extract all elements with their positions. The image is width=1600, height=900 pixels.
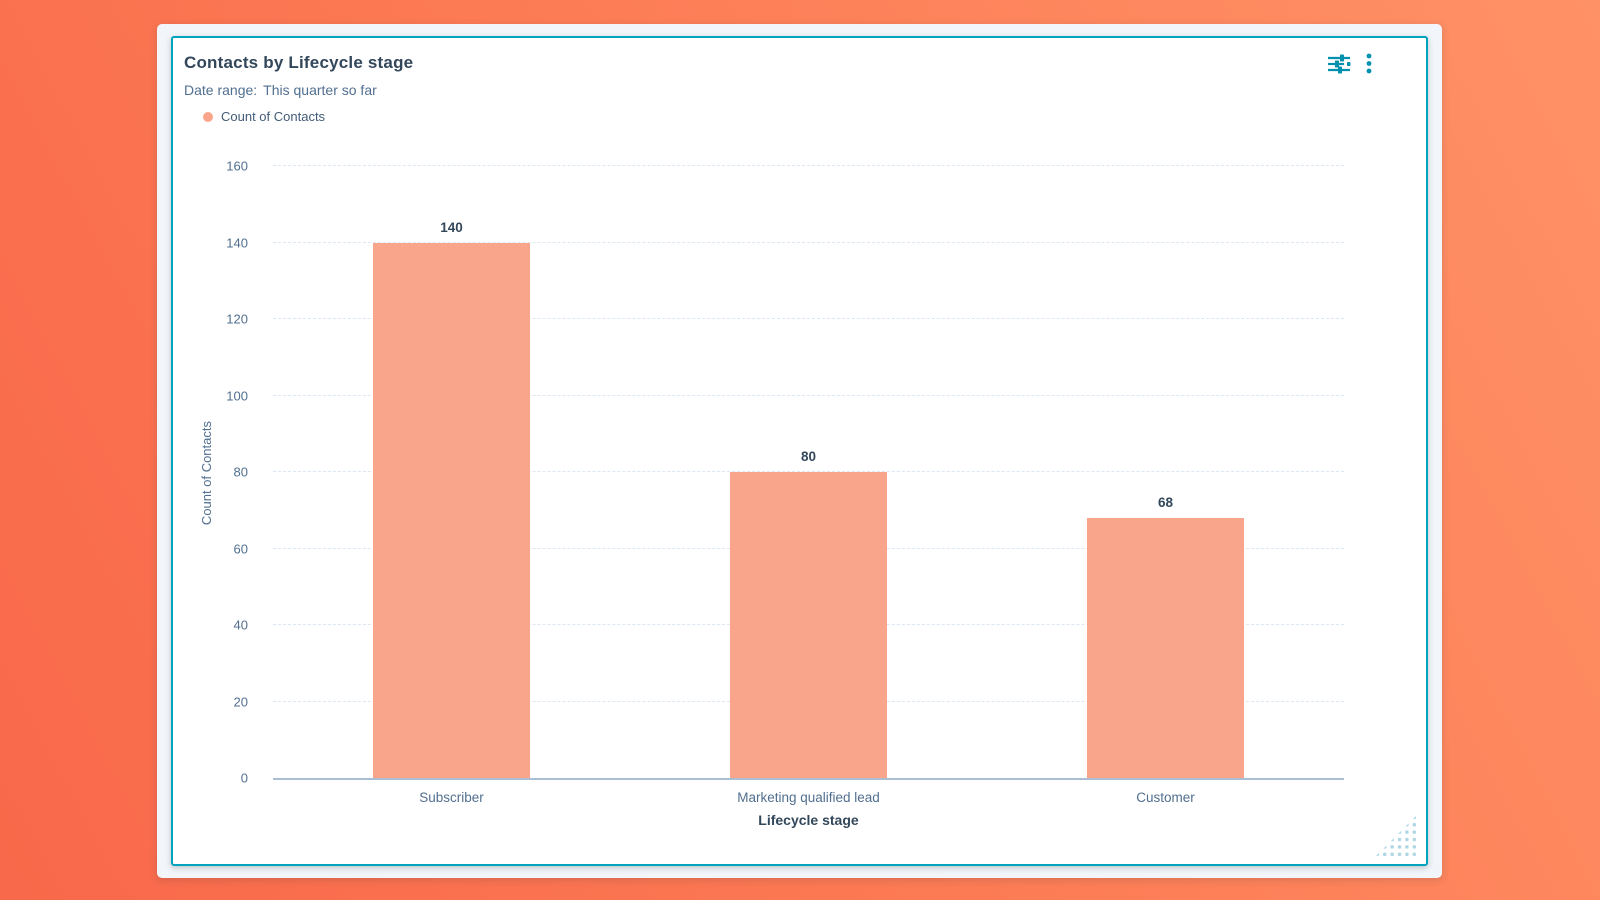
gridline: [273, 241, 1344, 243]
bar-value-label: 68: [1157, 494, 1174, 510]
y-axis-tick-label: 100: [226, 388, 248, 403]
gridline: [273, 394, 1344, 396]
date-range-value: This quarter so far: [263, 82, 377, 98]
kebab-menu-icon: [1366, 53, 1372, 77]
chart-legend[interactable]: Count of Contacts: [203, 109, 325, 124]
bar-value-label: 140: [440, 219, 463, 235]
y-axis-tick-label: 80: [233, 464, 248, 480]
date-range: Date range: This quarter so far: [184, 82, 413, 98]
x-axis-title: Lifecycle stage: [758, 812, 859, 828]
gridline: [273, 471, 1344, 472]
report-actions: [1327, 53, 1372, 77]
gridline: [273, 165, 1344, 166]
x-axis-category-label: Subscriber: [419, 790, 484, 805]
dashboard-tile: Contacts by Lifecycle stage Date range: T…: [157, 24, 1442, 878]
legend-series-label: Count of Contacts: [221, 109, 326, 124]
sliders-icon: [1327, 54, 1351, 77]
resize-handle[interactable]: [1374, 814, 1418, 858]
bar-subscriber[interactable]: [372, 242, 530, 778]
y-axis-tick-label: 120: [226, 311, 248, 327]
y-axis-tick-label: 0: [240, 770, 248, 786]
date-range-label: Date range:: [184, 82, 258, 98]
legend-swatch-icon: [203, 111, 213, 122]
report-title: Contacts by Lifecycle stage: [184, 53, 414, 72]
bar-marketing-qualified-lead[interactable]: [730, 472, 887, 778]
x-axis-category-label: Customer: [1136, 790, 1195, 805]
y-axis-tick-label: 140: [226, 235, 248, 250]
bar-customer[interactable]: [1087, 517, 1244, 778]
y-axis-tick-label: 20: [233, 694, 248, 709]
y-axis-tick-label: 60: [233, 541, 248, 556]
report-header: Contacts by Lifecycle stage Date range: T…: [184, 53, 413, 98]
report-card: Contacts by Lifecycle stage Date range: T…: [171, 36, 1428, 866]
y-axis-tick-label: 160: [226, 158, 248, 174]
gridline: [273, 318, 1344, 319]
report-menu-button[interactable]: [1366, 53, 1372, 77]
x-axis-category-label: Marketing qualified lead: [737, 790, 880, 805]
plot-area: Lifecycle stage 0 20 40 60 80 100 120 140 160 140…: [226, 159, 1344, 828]
y-axis-tick-label: 40: [233, 617, 248, 633]
bar-value-label: 80: [800, 449, 817, 464]
report-settings-button[interactable]: [1327, 54, 1351, 77]
